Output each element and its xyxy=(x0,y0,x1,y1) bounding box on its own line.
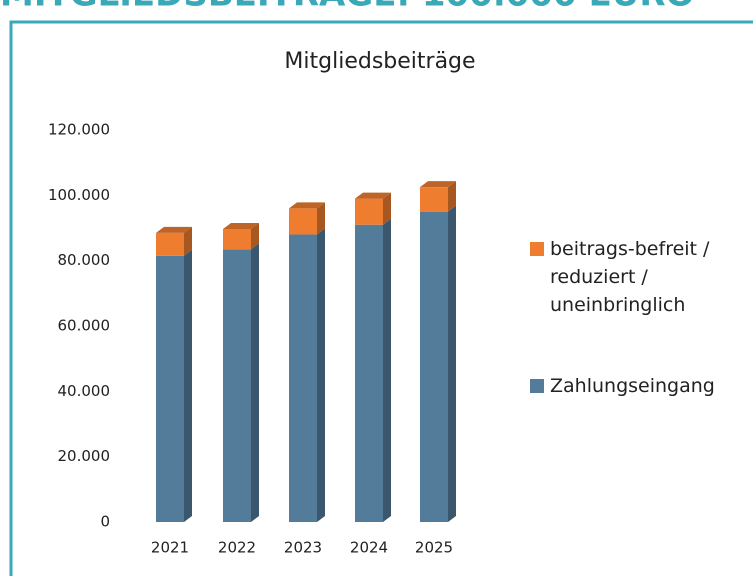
y-tick-label: 40.000 xyxy=(58,382,111,400)
bar xyxy=(156,226,192,256)
bar xyxy=(355,192,391,225)
chart-title: Mitgliedsbeiträge xyxy=(284,49,475,74)
legend-swatch xyxy=(530,379,544,393)
x-tick-label: 2024 xyxy=(350,539,388,557)
bar xyxy=(355,218,391,522)
bar xyxy=(156,249,192,522)
legend-label: Zahlungseingang xyxy=(550,375,715,397)
bar xyxy=(289,202,325,235)
y-tick-label: 80.000 xyxy=(58,251,111,269)
page-header: MITGLIEDSBEITRÄGE: 100.000 EURO xyxy=(0,0,695,15)
legend-label: beitrags-befreit / reduziert / uneinbrin… xyxy=(550,238,710,316)
x-tick-label: 2021 xyxy=(151,539,189,557)
bar xyxy=(223,243,259,522)
y-tick-label: 120.000 xyxy=(48,121,110,139)
y-tick-label: 0 xyxy=(100,513,110,531)
y-tick-label: 100.000 xyxy=(48,186,110,204)
x-tick-label: 2023 xyxy=(284,539,322,557)
frame xyxy=(9,20,753,576)
legend-item: Zahlungseingang xyxy=(530,372,740,400)
y-tick-label: 60.000 xyxy=(58,317,111,335)
bar xyxy=(289,228,325,523)
y-tick-label: 20.000 xyxy=(58,447,111,465)
bar xyxy=(420,205,456,522)
x-tick-label: 2022 xyxy=(218,539,256,557)
bar xyxy=(420,181,456,212)
bar xyxy=(223,222,259,250)
legend-item: beitrags-befreit / reduziert / uneinbrin… xyxy=(530,235,740,319)
legend-swatch xyxy=(530,242,544,256)
x-tick-label: 2025 xyxy=(415,539,453,557)
